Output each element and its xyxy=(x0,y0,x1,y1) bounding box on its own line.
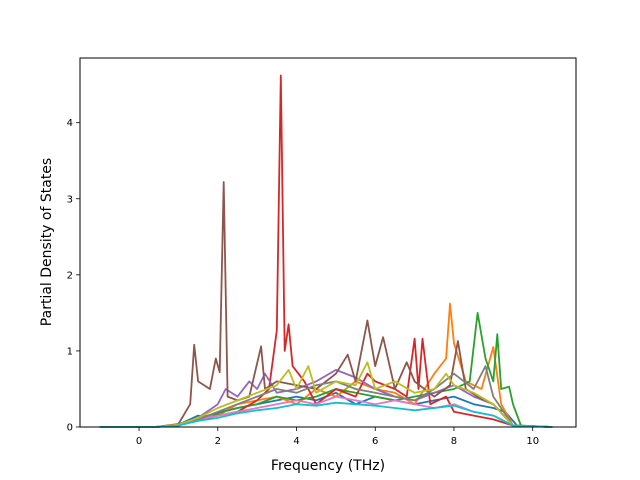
series-line-9 xyxy=(99,401,553,428)
x-tick-label: 4 xyxy=(293,436,299,447)
series-line-8 xyxy=(99,361,553,428)
x-tick-label: 10 xyxy=(526,436,539,447)
series-line-0 xyxy=(99,391,553,428)
y-tick-label: 2 xyxy=(67,270,73,281)
plot-frame xyxy=(79,57,577,428)
series-line-3 xyxy=(99,74,553,428)
y-tick-label: 0 xyxy=(67,423,73,434)
y-axis-title: Partial Density of States xyxy=(39,158,55,326)
x-tick-label: 0 xyxy=(136,436,142,447)
x-axis-title: Frequency (THz) xyxy=(271,458,385,474)
x-tick-label: 2 xyxy=(215,436,221,447)
x-tick-label: 8 xyxy=(451,436,457,447)
x-tick-label: 6 xyxy=(372,436,378,447)
y-tick-label: 4 xyxy=(67,118,73,129)
y-axis: 0 1 2 3 4 xyxy=(67,118,80,434)
series-line-7 xyxy=(99,365,553,428)
series-layer xyxy=(99,74,553,428)
y-tick-label: 3 xyxy=(67,194,73,205)
series-line-5 xyxy=(99,181,553,428)
series-line-1 xyxy=(99,302,553,428)
x-axis: 0 2 4 6 8 10 xyxy=(136,427,539,447)
y-tick-label: 1 xyxy=(67,346,73,357)
